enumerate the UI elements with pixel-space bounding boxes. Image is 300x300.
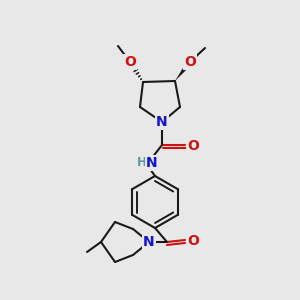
Text: N: N <box>143 235 155 249</box>
Text: N: N <box>156 115 168 129</box>
Text: O: O <box>187 234 199 248</box>
Polygon shape <box>175 60 192 81</box>
Text: O: O <box>184 55 196 69</box>
Text: H: H <box>137 155 147 169</box>
Text: O: O <box>124 55 136 69</box>
Text: O: O <box>187 139 199 153</box>
Text: N: N <box>146 156 158 170</box>
